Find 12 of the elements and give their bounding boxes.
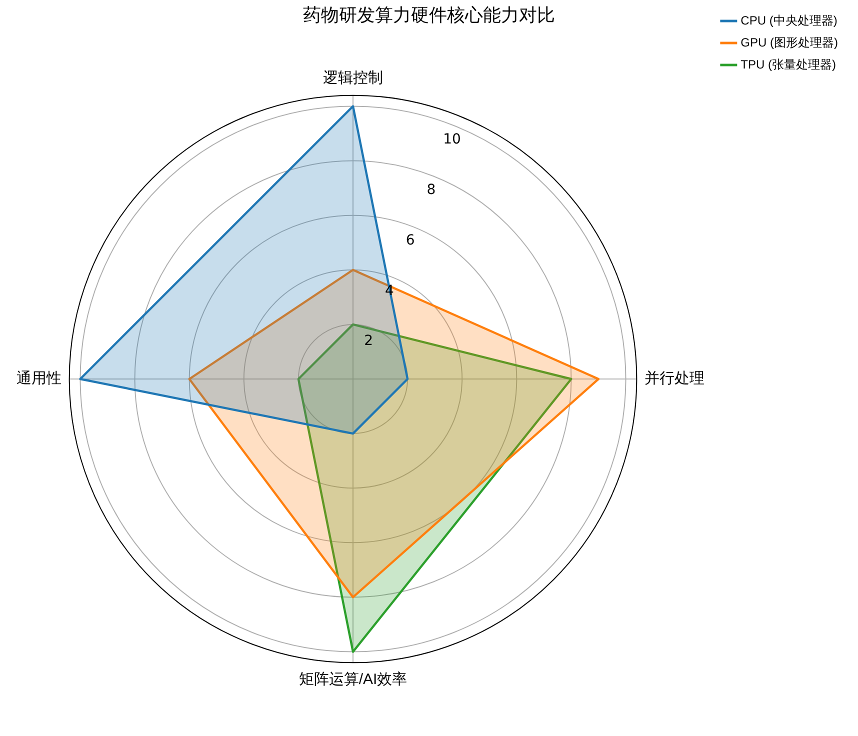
spoke-label: 逻辑控制 xyxy=(323,69,383,86)
spoke-label: 矩阵运算/AI效率 xyxy=(298,670,408,688)
spoke-label: 通用性 xyxy=(16,370,62,388)
chart-title: 药物研发算力硬件核心能力对比 xyxy=(303,4,555,25)
y-tick-label: 6 xyxy=(406,232,415,248)
spoke-label: 并行处理 xyxy=(644,370,705,388)
y-tick-label: 8 xyxy=(426,182,436,198)
y-tick-label: 2 xyxy=(364,333,373,350)
legend-label: CPU (中央处理器) xyxy=(740,13,838,28)
y-tick-label: 10 xyxy=(443,132,461,148)
legend-label: TPU (张量处理器) xyxy=(740,57,836,72)
legend-label: GPU (图形处理器) xyxy=(740,35,838,50)
